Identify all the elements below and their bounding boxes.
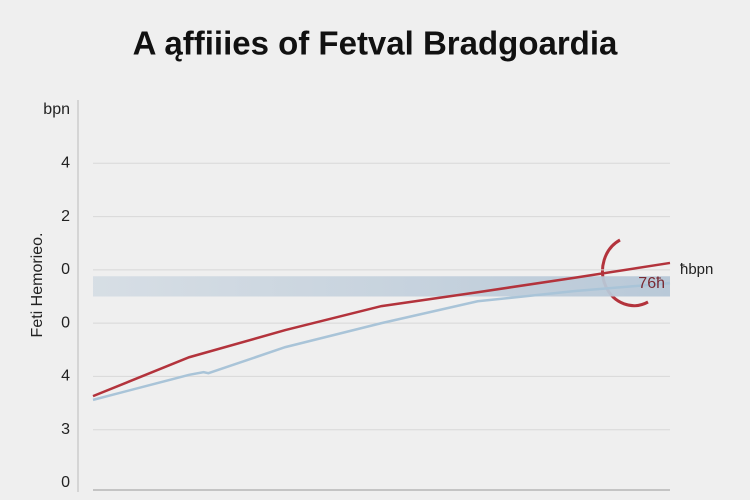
y-tick-label: 0: [61, 261, 70, 278]
y-tick-label: 4: [61, 368, 70, 385]
y-tick-label: 4: [61, 155, 70, 172]
series-line: [92, 281, 671, 402]
chart-title: A ąffiiies of Fetval Bradgoardia: [133, 25, 618, 62]
y-tick-label: bpn: [43, 101, 70, 118]
y-tick-label: 2: [61, 208, 70, 225]
series-label: ħbpn: [680, 261, 713, 278]
series-line: [92, 261, 671, 398]
y-tick-label: 3: [61, 421, 70, 438]
y-tick-label: 0: [61, 314, 70, 331]
band: [93, 276, 670, 297]
y-tick-label: 0: [61, 474, 70, 491]
series-label: 76ħ: [638, 275, 665, 292]
y-axis-label: Feti Hemorieo.: [29, 233, 46, 338]
